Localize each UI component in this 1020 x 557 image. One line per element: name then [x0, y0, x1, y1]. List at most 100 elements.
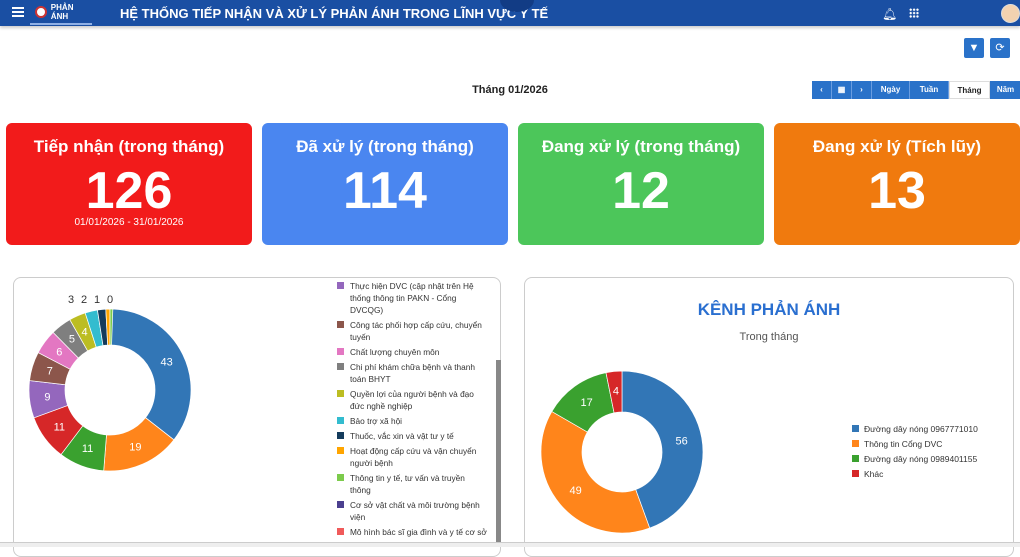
legend-item[interactable]: Đường dây nóng 0967771010 — [852, 421, 978, 436]
legend-label: Hoạt động cấp cứu và vận chuyển người bệ… — [350, 446, 477, 468]
filter-icon: ▼ — [968, 42, 980, 54]
legend-item[interactable]: Bảo trợ xã hội — [337, 415, 487, 427]
tab-month[interactable]: Tháng — [949, 81, 990, 99]
menu-icon[interactable] — [12, 7, 24, 17]
slice-value-label: 4 — [82, 326, 88, 338]
legend-item[interactable]: Quyền lợi của người bệnh và đạo đức nghề… — [337, 388, 487, 412]
horizontal-scrollbar[interactable] — [0, 542, 1020, 547]
legend-label: Mô hình bác sĩ gia đình và y tế cơ sở — [350, 527, 487, 537]
period-nav: ‹ ▦ › Ngày Tuần Tháng Năm — [812, 81, 1020, 99]
top-header: PHẢN ÁNH HỆ THỐNG TIẾP NHẬN VÀ XỬ LÝ PHẢ… — [0, 0, 1020, 26]
channel-legend: Đường dây nóng 0967771010 Thông tin Cổng … — [852, 421, 978, 481]
legend-label: Đường dây nóng 0967771010 — [864, 423, 978, 434]
tab-day[interactable]: Ngày — [872, 81, 910, 99]
avatar[interactable] — [1001, 4, 1020, 23]
slice-value-label: 6 — [56, 346, 62, 358]
donut-slice[interactable] — [605, 370, 623, 414]
filter-button[interactable]: ▼ — [964, 38, 984, 58]
bell-icon[interactable]: 🔔︎ — [882, 7, 898, 21]
legend-swatch — [852, 455, 859, 462]
refresh-icon: ⟳ — [995, 42, 1005, 54]
stat-value: 114 — [343, 162, 427, 220]
slice-value-label: 11 — [82, 443, 93, 455]
tab-week[interactable]: Tuần — [910, 81, 949, 99]
slice-value-label: 7 — [47, 365, 53, 377]
legend-item[interactable]: Khác — [852, 466, 978, 481]
apps-grid-icon[interactable] — [909, 8, 919, 18]
stat-card[interactable]: Đang xử lý (trong tháng) 12 — [518, 123, 764, 245]
header-decoration — [500, 0, 534, 12]
stat-value: 12 — [612, 162, 670, 220]
legend-swatch — [852, 440, 859, 447]
donut-slice[interactable] — [109, 308, 192, 441]
slice-value-label: 4 — [613, 386, 619, 398]
refresh-button[interactable]: ⟳ — [990, 38, 1010, 58]
legend-item[interactable]: Đường dây nóng 0989401155 — [852, 451, 978, 466]
logo-text: PHẢN ÁNH — [50, 2, 74, 21]
legend-item[interactable]: Chất lượng chuyên môn — [337, 346, 487, 358]
legend-item[interactable]: Thông tin Cổng DVC — [852, 436, 978, 451]
chart-title: KÊNH PHẢN ÁNH — [697, 300, 841, 319]
calendar-icon: ▦ — [837, 85, 846, 94]
legend-label: Chất lượng chuyên môn — [350, 347, 440, 357]
legend-item[interactable]: Chi phí khám chữa bệnh và thanh toán BHY… — [337, 361, 487, 385]
slice-value-label: 0 — [107, 294, 113, 306]
legend-label: Khác — [864, 468, 884, 479]
legend-label: Công tác phối hợp cấp cứu, chuyển tuyến — [350, 320, 482, 342]
slice-value-label: 56 — [675, 435, 687, 447]
channel-donut-chart: 56 49 17 4 — [540, 370, 704, 534]
slice-value-label: 9 — [44, 391, 50, 403]
slice-value-label: 11 — [54, 421, 65, 433]
app-logo[interactable]: PHẢN ÁNH — [30, 0, 92, 25]
slice-value-label: 19 — [129, 442, 141, 454]
donut-slice[interactable] — [621, 370, 704, 529]
stat-value: 126 — [85, 162, 173, 220]
legend-label: Đường dây nóng 0989401155 — [864, 453, 978, 464]
stat-value: 13 — [868, 162, 926, 220]
legend-label: Chi phí khám chữa bệnh và thanh toán BHY… — [350, 362, 476, 384]
legend-item[interactable]: Công tác phối hợp cấp cứu, chuyển tuyến — [337, 319, 487, 343]
legend-swatch — [337, 348, 344, 355]
legend-item[interactable]: Thông tin y tế, tư vấn và truyền thông — [337, 472, 487, 496]
legend-item[interactable]: Thực hiện DVC (cập nhật trên Hệ thống th… — [337, 280, 487, 316]
legend-label: Cơ sở vật chất và môi trường bệnh viện — [350, 500, 480, 522]
legend-scrollbar[interactable] — [496, 360, 501, 545]
legend-swatch — [337, 417, 344, 424]
legend-label: Thông tin y tế, tư vấn và truyền thông — [350, 473, 465, 495]
legend-swatch — [337, 282, 344, 289]
next-button[interactable]: › — [852, 81, 872, 99]
legend-label: Thông tin Cổng DVC — [864, 438, 943, 449]
stat-label: Đang xử lý (Tích lũy) — [812, 137, 982, 156]
legend-swatch — [337, 501, 344, 508]
category-legend: Thực hiện DVC (cập nhật trên Hệ thống th… — [337, 280, 487, 541]
calendar-button[interactable]: ▦ — [832, 81, 852, 99]
legend-item[interactable]: Mô hình bác sĩ gia đình và y tế cơ sở — [337, 526, 487, 538]
stat-label: Đã xử lý (trong tháng) — [296, 137, 474, 156]
channel-chart-panel — [524, 277, 1014, 557]
legend-swatch — [852, 425, 859, 432]
legend-swatch — [337, 528, 344, 535]
donut-slice[interactable] — [540, 411, 651, 534]
legend-label: Bảo trợ xã hội — [350, 416, 403, 426]
legend-item[interactable]: Thuốc, vắc xin và vật tư y tế — [337, 430, 487, 442]
legend-swatch — [337, 321, 344, 328]
slice-value-label: 3 — [68, 294, 74, 306]
stat-card[interactable]: Đang xử lý (Tích lũy) 13 — [774, 123, 1020, 245]
stat-date-range: 01/01/2026 - 31/01/2026 — [74, 217, 184, 228]
stat-card[interactable]: Đã xử lý (trong tháng) 114 — [262, 123, 508, 245]
legend-swatch — [852, 470, 859, 477]
legend-swatch — [337, 390, 344, 397]
legend-label: Thực hiện DVC (cập nhật trên Hệ thống th… — [350, 281, 474, 315]
prev-button[interactable]: ‹ — [812, 81, 832, 99]
legend-swatch — [337, 474, 344, 481]
stat-card[interactable]: Tiếp nhận (trong tháng) 126 01/01/2026 - 3… — [6, 123, 252, 245]
tab-year[interactable]: Năm — [990, 81, 1020, 99]
legend-item[interactable]: Cơ sở vật chất và môi trường bệnh viện — [337, 499, 487, 523]
slice-value-label: 43 — [160, 356, 172, 368]
donut-slice[interactable] — [109, 308, 114, 346]
legend-label: Quyền lợi của người bệnh và đạo đức nghề… — [350, 389, 474, 411]
legend-item[interactable]: Hoạt động cấp cứu và vận chuyển người bệ… — [337, 445, 487, 469]
stat-label: Đang xử lý (trong tháng) — [541, 137, 741, 156]
slice-value-label: 49 — [570, 485, 582, 497]
